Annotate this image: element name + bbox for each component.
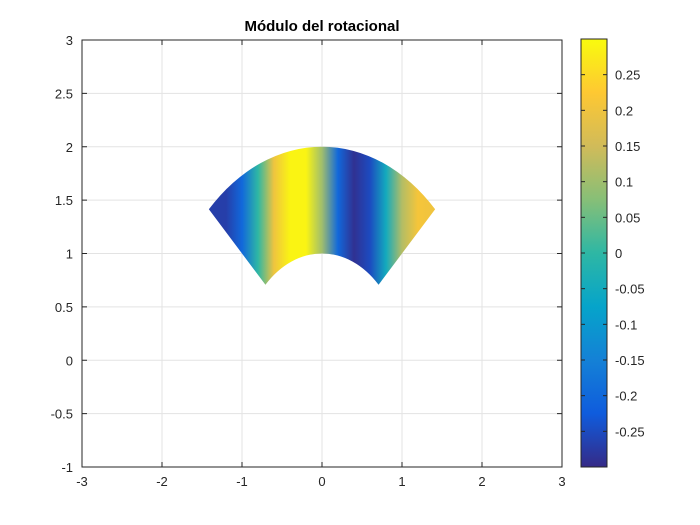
colorbar-tick-label: 0.05 bbox=[615, 210, 640, 225]
chart-title: Módulo del rotacional bbox=[244, 18, 399, 35]
x-tick-label: 1 bbox=[398, 474, 405, 489]
x-tick-label: -3 bbox=[76, 474, 88, 489]
colorbar-tick-label: 0.2 bbox=[615, 103, 633, 118]
x-axis-ticks: -3 -2 -1 0 1 2 3 bbox=[76, 40, 566, 489]
colorbar-tick-label: 0.1 bbox=[615, 175, 633, 190]
colorbar-tick-label: -0.25 bbox=[615, 424, 645, 439]
y-tick-label: 1.5 bbox=[55, 193, 73, 208]
colorbar-tick-label: -0.15 bbox=[615, 353, 645, 368]
x-tick-label: 0 bbox=[318, 474, 325, 489]
annular-sector-region bbox=[208, 146, 436, 285]
y-tick-label: 0 bbox=[66, 353, 73, 368]
y-tick-label: 0.5 bbox=[55, 300, 73, 315]
y-tick-label: 3 bbox=[66, 33, 73, 48]
y-axis-ticks: -1 -0.5 0 0.5 1 1.5 2 2.5 3 bbox=[51, 33, 562, 475]
x-tick-label: -2 bbox=[156, 474, 168, 489]
colorbar-tick-label: -0.05 bbox=[615, 282, 645, 297]
y-tick-label: -0.5 bbox=[51, 407, 73, 422]
colorbar: 0.25 0.2 0.15 0.1 0.05 0 -0.05 -0.1 -0.15 -0.2 -0.… bbox=[580, 38, 645, 468]
y-tick-label: -1 bbox=[61, 460, 73, 475]
colorbar-tick-label: 0.25 bbox=[615, 68, 640, 83]
colorbar-tick-label: -0.1 bbox=[615, 317, 637, 332]
y-tick-label: 2.5 bbox=[55, 86, 73, 101]
y-tick-label: 1 bbox=[66, 247, 73, 262]
vorticity-field bbox=[208, 146, 436, 285]
x-tick-label: 3 bbox=[558, 474, 565, 489]
y-tick-label: 2 bbox=[66, 140, 73, 155]
x-tick-label: -1 bbox=[236, 474, 248, 489]
colorbar-tick-label: -0.2 bbox=[615, 389, 637, 404]
colorbar-tick-label: 0.15 bbox=[615, 139, 640, 154]
x-tick-label: 2 bbox=[478, 474, 485, 489]
colorbar-tick-label: 0 bbox=[615, 246, 622, 261]
colorbar-scale bbox=[580, 38, 608, 468]
